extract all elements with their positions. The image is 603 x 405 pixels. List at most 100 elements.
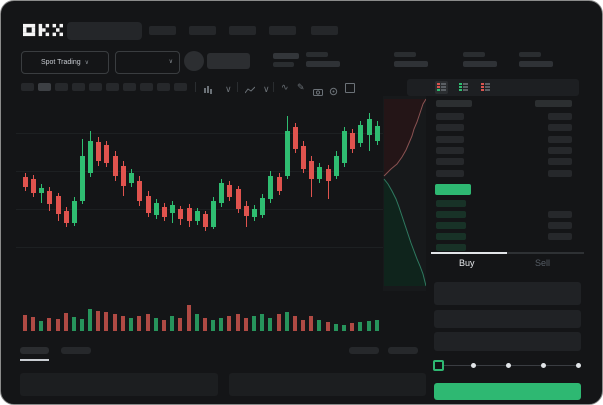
bid-price-placeholder[interactable] <box>436 200 466 207</box>
camera-icon[interactable] <box>313 83 323 96</box>
total-field[interactable] <box>434 332 581 351</box>
volume-bar <box>342 325 346 331</box>
volume-bar <box>358 322 362 331</box>
volume-bar <box>293 316 297 331</box>
draw-pencil-icon[interactable]: ✎ <box>297 82 305 92</box>
ask-price-placeholder[interactable] <box>436 146 464 154</box>
bid-price-placeholder[interactable] <box>436 211 466 218</box>
tab-sell[interactable]: Sell <box>535 258 551 268</box>
book-bids-icon[interactable] <box>457 81 470 94</box>
volume-bar <box>334 324 338 331</box>
fullscreen-icon[interactable] <box>345 83 355 93</box>
candle-body <box>350 133 355 149</box>
slider-stop-dot[interactable] <box>541 363 546 368</box>
timeframe-button[interactable] <box>89 83 102 91</box>
candle-body <box>317 167 322 179</box>
search-input[interactable] <box>67 22 142 40</box>
chart-type-icon[interactable] <box>203 82 213 94</box>
bottom-panel <box>229 373 426 396</box>
candle-body <box>236 189 241 209</box>
ask-price-placeholder[interactable] <box>436 135 464 143</box>
volume-bar <box>195 314 199 331</box>
candle-body <box>170 205 175 213</box>
volume-bar <box>104 312 108 331</box>
timeframe-button[interactable] <box>106 83 119 91</box>
chevron-down-icon[interactable]: ∨ <box>225 84 232 94</box>
timeframe-button[interactable] <box>55 83 68 91</box>
volume-bar <box>137 316 141 331</box>
candle-body <box>154 203 159 215</box>
timeframe-button[interactable] <box>38 83 51 91</box>
timeframe-button[interactable] <box>157 83 170 91</box>
timeframe-button[interactable] <box>174 83 187 91</box>
nav-item-placeholder[interactable] <box>311 26 338 35</box>
timeframe-button[interactable] <box>21 83 34 91</box>
candle-body <box>47 191 52 204</box>
chart-gridline <box>16 171 383 172</box>
volume-bar <box>211 320 215 331</box>
pair-name-placeholder[interactable] <box>207 53 250 69</box>
book-asks-icon[interactable] <box>479 81 492 94</box>
bid-price-placeholder[interactable] <box>436 233 466 240</box>
pair-dropdown[interactable]: ∨ <box>115 51 180 74</box>
candle-wick <box>41 184 42 203</box>
gear-icon[interactable] <box>329 83 338 96</box>
bottom-tab[interactable] <box>61 347 91 354</box>
candle-body <box>268 176 273 199</box>
candle-body <box>309 161 314 179</box>
candle-body <box>80 156 85 201</box>
volume-bar <box>277 314 281 331</box>
bid-price-placeholder[interactable] <box>436 222 466 229</box>
volume-bar <box>285 312 289 331</box>
candlestick-chart[interactable] <box>16 96 430 346</box>
ask-price-placeholder[interactable] <box>436 158 464 166</box>
ask-price-placeholder[interactable] <box>436 124 464 132</box>
candle-body <box>293 127 298 149</box>
nav-item-placeholder[interactable] <box>269 26 296 35</box>
last-price-placeholder <box>273 53 299 59</box>
candle-body <box>334 156 339 176</box>
ask-qty-placeholder <box>548 169 572 177</box>
stat-value-placeholder <box>463 61 497 67</box>
price-field[interactable] <box>434 282 581 305</box>
slider-stop-dot[interactable] <box>576 363 581 368</box>
slider-stop-dot[interactable] <box>506 363 511 368</box>
volume-bar <box>88 309 92 331</box>
chart-gridline <box>16 133 383 134</box>
bottom-action-placeholder[interactable] <box>349 347 379 354</box>
timeframe-button[interactable] <box>72 83 85 91</box>
bid-qty-placeholder <box>548 211 572 218</box>
wave-tool-icon[interactable]: ∿ <box>281 82 289 92</box>
bottom-action-placeholder[interactable] <box>388 347 418 354</box>
ask-qty-placeholder <box>548 113 572 120</box>
slider-handle[interactable] <box>433 360 444 371</box>
bid-price-placeholder[interactable] <box>436 244 466 251</box>
book-combined-icon[interactable] <box>435 81 448 94</box>
volume-bar <box>31 317 35 331</box>
tab-buy[interactable]: Buy <box>459 258 475 268</box>
amount-field[interactable] <box>434 310 581 328</box>
timeframe-button[interactable] <box>123 83 136 91</box>
candle-body <box>244 206 249 216</box>
volume-bar <box>367 321 371 331</box>
nav-item-placeholder[interactable] <box>149 26 176 35</box>
candle-body <box>113 156 118 176</box>
book-header-price <box>436 100 472 107</box>
market-type-label: Spot Trading <box>40 59 81 66</box>
ask-price-placeholder[interactable] <box>436 113 464 120</box>
indicator-icon[interactable] <box>244 82 256 94</box>
chevron-down-icon[interactable]: ∨ <box>263 84 270 94</box>
volume-bar <box>375 320 379 331</box>
ask-price-placeholder[interactable] <box>436 169 464 177</box>
slider-stop-dot[interactable] <box>471 363 476 368</box>
market-type-dropdown[interactable]: Spot Trading ∨ <box>21 51 109 74</box>
nav-item-placeholder[interactable] <box>189 26 216 35</box>
buy-submit-button[interactable] <box>434 383 581 400</box>
volume-bar <box>187 305 191 331</box>
nav-item-placeholder[interactable] <box>229 26 256 35</box>
candle-body <box>121 166 126 186</box>
timeframe-button[interactable] <box>140 83 153 91</box>
chevron-down-icon: ∨ <box>168 59 173 65</box>
candle-body <box>211 201 216 227</box>
bottom-tab-active[interactable] <box>20 347 49 354</box>
